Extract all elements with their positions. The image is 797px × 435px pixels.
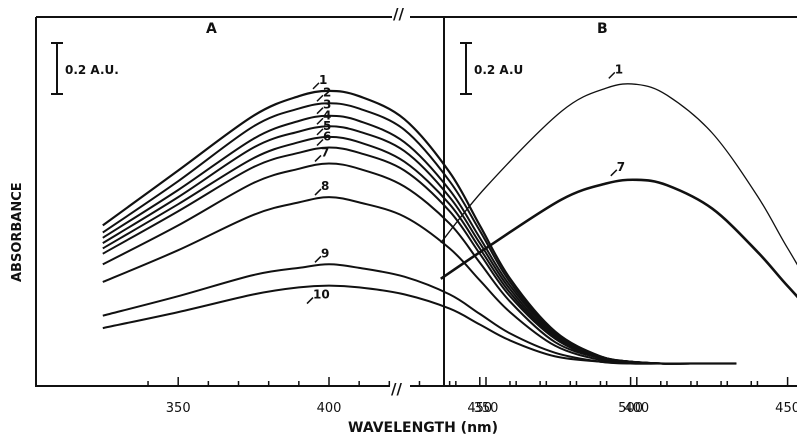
panel-a-curve-5-leader <box>316 128 324 136</box>
panel-b-x-tick-label-400: 400 <box>624 401 649 416</box>
axis-break-bottom: // <box>391 380 402 398</box>
panel-b-curve-1-leader <box>608 71 616 79</box>
axis-break-top: // <box>393 5 404 23</box>
panel-a-curve-label-9: 9 <box>321 246 329 260</box>
panel-b-title: B <box>597 21 608 37</box>
panel-a-curve-3-leader <box>316 107 324 115</box>
panel-a-curve-label-4: 4 <box>323 108 331 122</box>
panel-a-curve-9-leader <box>314 255 322 263</box>
panel-b-x-tick-label-350: 350 <box>474 401 499 416</box>
panel-b-curve-7-leader <box>610 169 618 177</box>
panel-a-curve-label-8: 8 <box>321 179 329 193</box>
panel-a-x-tick-label-350: 350 <box>166 401 191 416</box>
panel-b-x-tick-label-450: 450 <box>775 401 797 416</box>
panel-a-x-tick-label-400: 400 <box>317 401 342 416</box>
panel-a-curve-label-2: 2 <box>323 85 331 99</box>
panel-a-curve-7-leader <box>314 154 322 162</box>
panel-a-curve-8-leader <box>314 188 322 196</box>
panel-a-curve-2-leader <box>316 94 324 102</box>
panel-a-curve-label-3: 3 <box>323 98 331 112</box>
panel-b-curve-label-1: 1 <box>615 62 623 76</box>
scale-bar-a: 0.2 A.U. <box>51 42 119 95</box>
panel-a-curve-8 <box>102 196 737 365</box>
panel-a-curve-label-1: 1 <box>319 73 327 87</box>
panel-a <box>35 16 392 387</box>
panel-a-title: A <box>206 21 217 37</box>
scale-bar-a-label: 0.2 A.U. <box>65 63 119 77</box>
panel-b-curve-1 <box>440 83 797 266</box>
panel-b-plot: 350 400 450 500 1 7 <box>440 62 797 416</box>
scale-bar-b-label: 0.2 A.U <box>474 63 523 77</box>
x-axis-label: WAVELENGTH (nm) <box>348 420 498 435</box>
panel-a-curve-1-leader <box>312 82 320 90</box>
panel-a-curve-10-leader <box>306 297 314 305</box>
panel-a-curve-label-6: 6 <box>323 130 331 144</box>
panel-a-curve-4-leader <box>316 117 324 125</box>
panel-a-curve-6-leader <box>316 138 324 147</box>
panel-b-curve-label-7: 7 <box>617 160 625 174</box>
panel-a-curve-10 <box>102 284 737 365</box>
panel-a-x-tick-label-450: 450 <box>467 401 492 416</box>
scale-bar-b: 0.2 A.U <box>460 42 523 95</box>
panel-a-x-tick-label-500: 500 <box>618 401 643 416</box>
panel-b-curve-7 <box>440 178 797 299</box>
y-axis-label: ABSORBANCE <box>10 182 25 282</box>
panel-a-curve-label-5: 5 <box>323 119 331 133</box>
panel-a-frame <box>35 16 392 387</box>
panel-b-frame <box>410 16 797 387</box>
panel-a-curve-label-10: 10 <box>313 288 330 302</box>
panel-a-curve-label-7: 7 <box>321 145 329 159</box>
panel-b <box>410 16 797 387</box>
